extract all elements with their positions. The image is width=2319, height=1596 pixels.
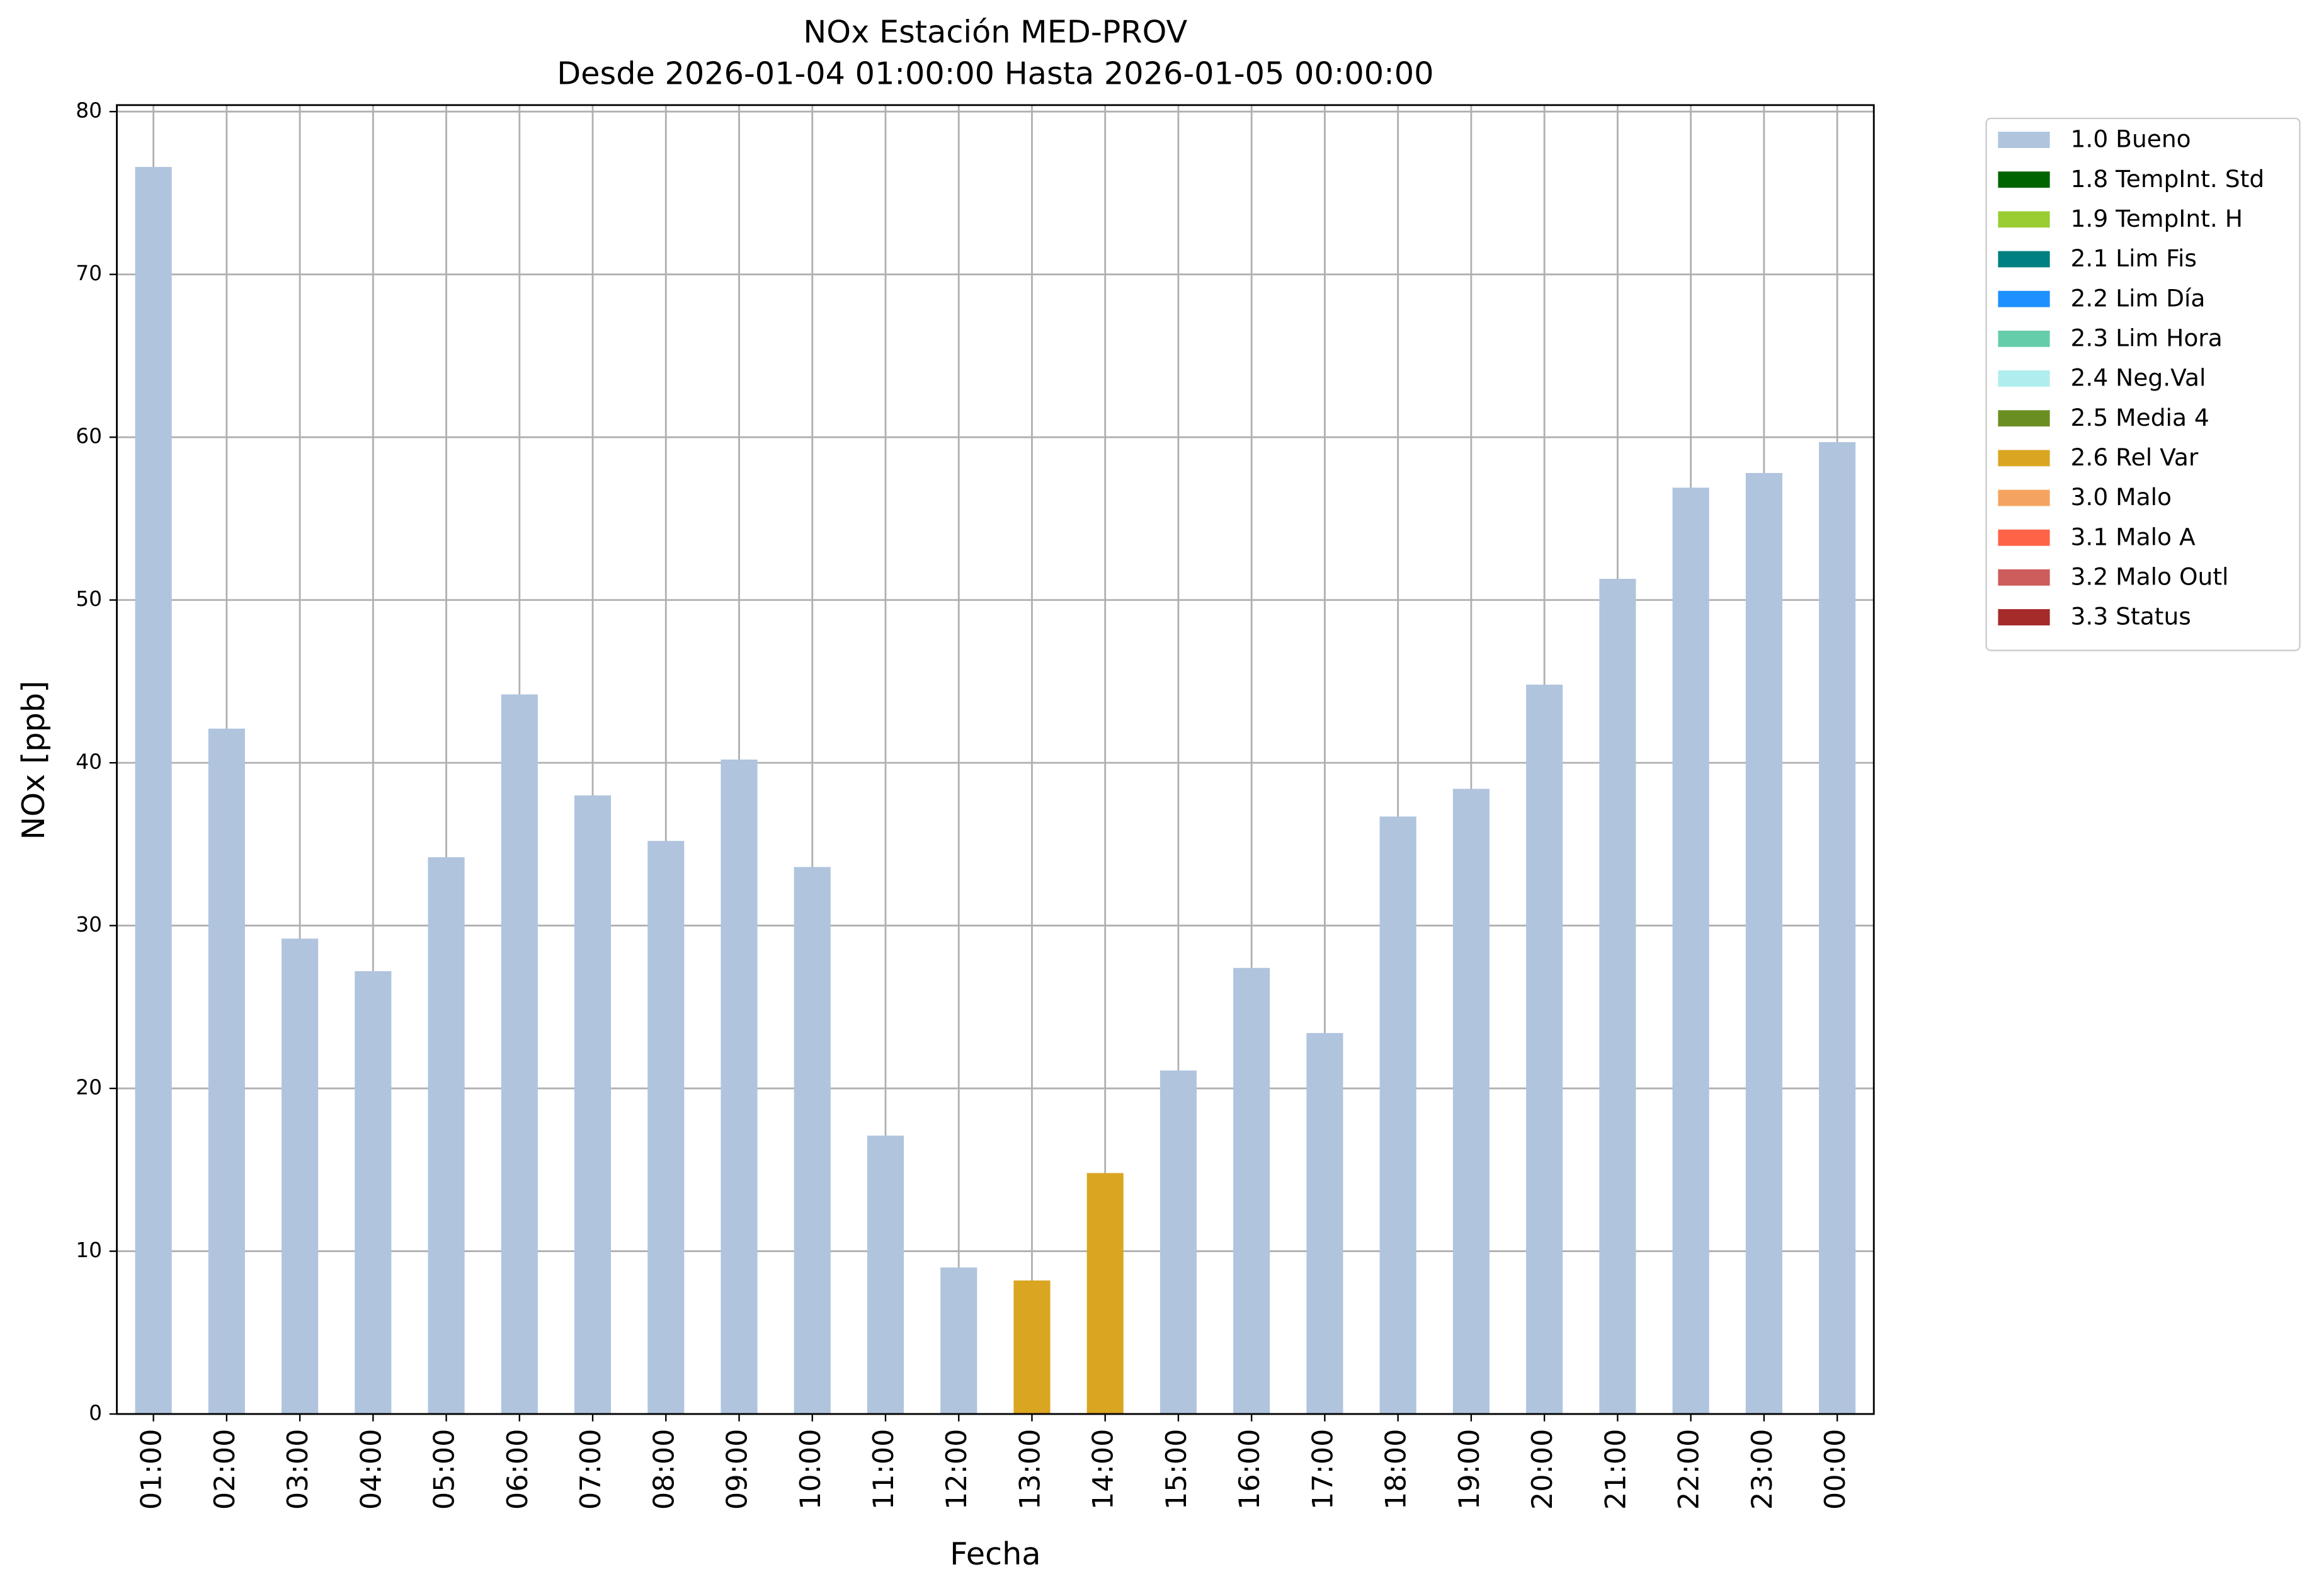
legend-label: 2.2 Lim Día	[2071, 284, 2206, 312]
x-tick-label: 12:00	[940, 1429, 973, 1510]
x-tick-label: 04:00	[355, 1429, 387, 1510]
y-tick-label: 80	[76, 98, 102, 123]
legend-label: 3.2 Malo Outl	[2071, 563, 2229, 591]
bar	[1086, 1173, 1124, 1415]
x-tick-label: 02:00	[208, 1429, 241, 1510]
legend-swatch	[1998, 290, 2050, 307]
x-tick-label: 08:00	[647, 1429, 680, 1510]
legend-label: 2.4 Neg.Val	[2071, 364, 2206, 392]
bar	[1379, 816, 1416, 1415]
legend-label: 3.0 Malo	[2071, 483, 2172, 511]
chart-subtitle: Desde 2026-01-04 01:00:00 Hasta 2026-01-…	[557, 55, 1433, 91]
x-axis-label: Fecha	[950, 1536, 1041, 1572]
x-tick-label: 09:00	[721, 1429, 754, 1510]
x-tick-label: 14:00	[1087, 1429, 1120, 1510]
y-axis-label: NOx [ppb]	[15, 681, 52, 840]
bar	[1013, 1280, 1051, 1415]
plot-frame	[116, 104, 1875, 1415]
y-tick-label: 60	[76, 424, 102, 448]
legend-label: 3.1 Malo A	[2071, 523, 2196, 550]
legend-label: 2.5 Media 4	[2071, 404, 2209, 431]
y-tick-label: 10	[76, 1238, 102, 1262]
x-tick-label: 11:00	[867, 1429, 900, 1510]
bar	[867, 1136, 904, 1415]
legend-label: 2.3 Lim Hora	[2071, 324, 2223, 352]
x-tick-label: 16:00	[1233, 1429, 1266, 1510]
x-tick-label: 03:00	[282, 1429, 314, 1510]
bar	[1599, 579, 1636, 1415]
bar	[282, 938, 319, 1415]
legend-swatch	[1998, 450, 2050, 467]
y-tick-label: 70	[76, 261, 102, 285]
bar	[1233, 967, 1270, 1415]
legend-swatch	[1998, 251, 2050, 268]
x-tick-label: 00:00	[1819, 1429, 1852, 1510]
legend-label: 2.6 Rel Var	[2071, 443, 2199, 471]
bar	[1672, 487, 1709, 1415]
bars	[135, 167, 1856, 1415]
bar	[794, 867, 831, 1415]
y-tick-label: 50	[76, 586, 102, 611]
bar	[501, 694, 538, 1415]
legend-swatch	[1998, 609, 2050, 625]
x-tick-label: 19:00	[1453, 1429, 1486, 1510]
x-tick-label: 20:00	[1526, 1429, 1559, 1510]
x-tick-label: 22:00	[1673, 1429, 1706, 1510]
legend-label: 2.1 Lim Fis	[2071, 244, 2197, 272]
legend-label: 1.0 Bueno	[2071, 125, 2191, 153]
x-tick-label: 10:00	[794, 1429, 827, 1510]
legend-swatch	[1998, 211, 2050, 228]
x-tick-label: 21:00	[1599, 1429, 1632, 1510]
x-tick-label: 07:00	[574, 1429, 607, 1510]
chart-title: NOx Estación MED-PROV	[803, 14, 1187, 50]
legend-swatch	[1998, 569, 2050, 586]
legend-label: 1.8 TempInt. Std	[2071, 165, 2265, 193]
legend-swatch	[1998, 370, 2050, 387]
legend-label: 3.3 Status	[2071, 603, 2191, 630]
x-tick-label: 05:00	[428, 1429, 461, 1510]
x-tick-label: 13:00	[1013, 1429, 1046, 1510]
bar	[1452, 789, 1490, 1415]
bar	[1745, 473, 1782, 1415]
y-tick-label: 40	[76, 750, 102, 774]
x-tick-label: 01:00	[135, 1429, 168, 1510]
x-tick-label: 18:00	[1380, 1429, 1413, 1510]
bar	[647, 841, 685, 1415]
bar	[208, 728, 245, 1415]
legend-swatch	[1998, 529, 2050, 546]
x-tick-label: 17:00	[1306, 1429, 1339, 1510]
y-tick-label: 20	[76, 1075, 102, 1100]
legend-swatch	[1998, 171, 2050, 188]
bar	[1306, 1033, 1343, 1415]
bar	[428, 857, 465, 1415]
bar	[355, 971, 392, 1415]
legend-swatch	[1998, 132, 2050, 148]
bar	[135, 167, 172, 1415]
y-tick-label: 30	[76, 912, 102, 937]
legend-box	[1985, 117, 2301, 651]
legend-label: 1.9 TempInt. H	[2071, 205, 2243, 232]
x-tick-label: 06:00	[501, 1429, 534, 1510]
legend-swatch	[1998, 330, 2050, 347]
bar	[1160, 1070, 1197, 1415]
x-tick-label: 15:00	[1160, 1429, 1193, 1510]
bar	[940, 1267, 977, 1415]
bar	[1819, 442, 1856, 1415]
legend-swatch	[1998, 489, 2050, 506]
bar	[721, 759, 758, 1415]
y-tick-label: 0	[89, 1401, 102, 1425]
bar	[1526, 685, 1563, 1415]
legend-swatch	[1998, 410, 2050, 427]
x-tick-label: 23:00	[1746, 1429, 1779, 1510]
bar	[574, 795, 612, 1415]
